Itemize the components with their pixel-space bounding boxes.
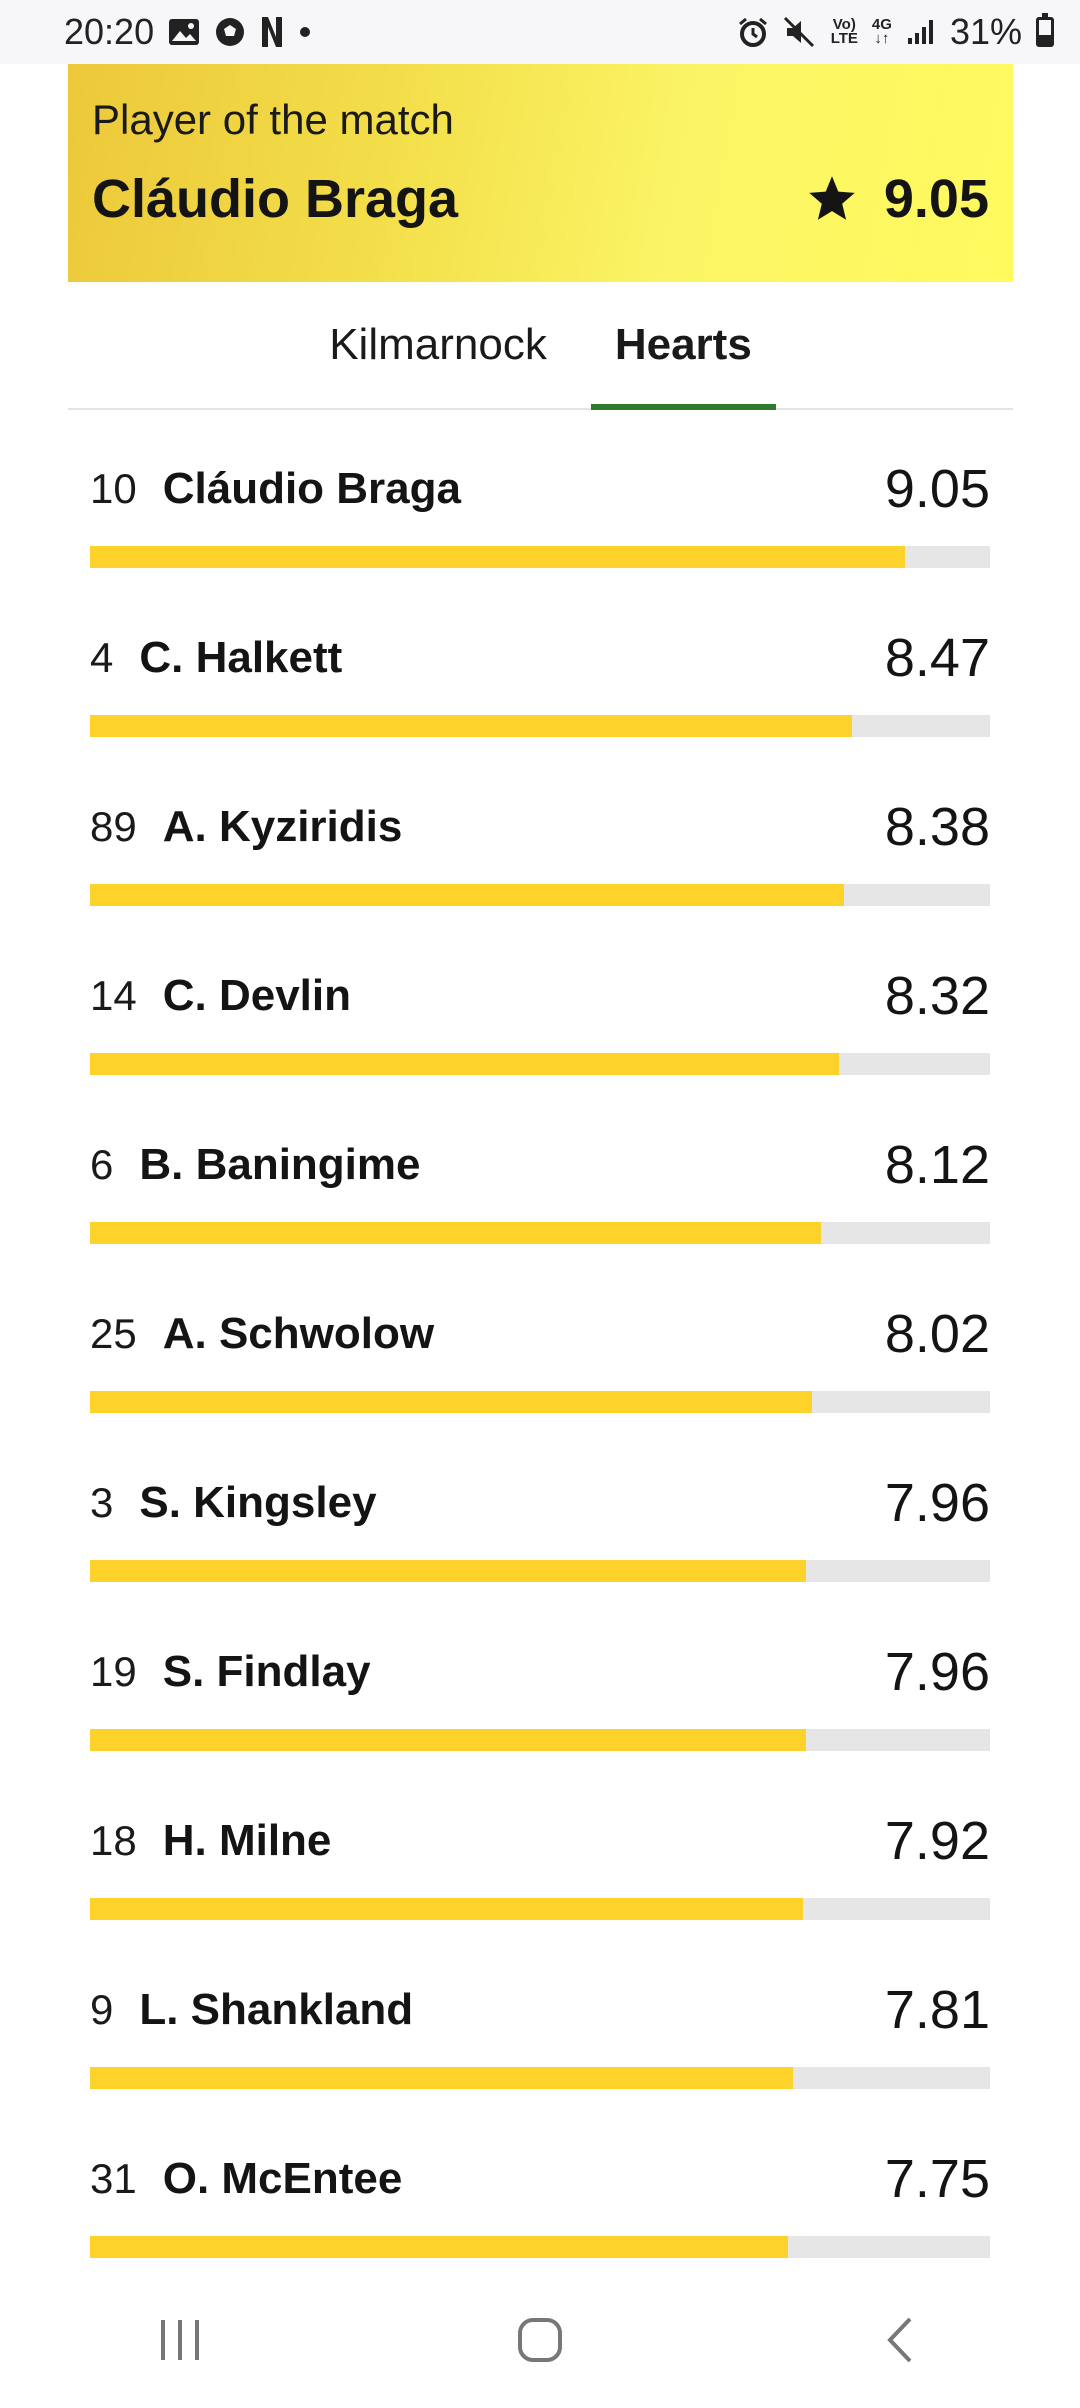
rating-bar-fill bbox=[90, 884, 845, 906]
shirt-number: 25 bbox=[90, 1310, 137, 1357]
player-rating: 8.02 bbox=[884, 1304, 990, 1364]
back-icon bbox=[887, 2317, 912, 2363]
back-button[interactable] bbox=[855, 2295, 945, 2385]
shirt-number: 18 bbox=[90, 1817, 137, 1864]
rating-bar-track bbox=[90, 1729, 990, 1751]
player-name: S. Kingsley bbox=[139, 1478, 377, 1527]
rating-bar-track bbox=[90, 1391, 990, 1413]
shirt-number: 10 bbox=[90, 465, 137, 512]
player-name: O. McEntee bbox=[162, 2154, 403, 2203]
player-rating: 8.12 bbox=[884, 1135, 990, 1195]
player-rating: 8.38 bbox=[884, 797, 990, 857]
rating-bar-fill bbox=[90, 1898, 803, 1920]
mute-icon bbox=[783, 16, 817, 48]
player-name: S. Findlay bbox=[162, 1647, 371, 1696]
rating-bar-track bbox=[90, 2067, 990, 2089]
rating-bar-fill bbox=[90, 1560, 807, 1582]
rating-bar-fill bbox=[90, 1053, 839, 1075]
player-row: 9 L. Shankland 7.81 bbox=[90, 1931, 990, 2100]
shirt-number: 6 bbox=[90, 1141, 114, 1188]
football-icon bbox=[214, 16, 246, 48]
star-icon bbox=[809, 176, 855, 220]
player-row: 14 C. Devlin 8.32 bbox=[90, 917, 990, 1086]
player-row: 19 S. Findlay 7.96 bbox=[90, 1593, 990, 1762]
navigation-bar bbox=[0, 2272, 1080, 2408]
player-row: 6 B. Baningime 8.12 bbox=[90, 1086, 990, 1255]
player-rating: 9.05 bbox=[884, 459, 990, 519]
player-name: A. Schwolow bbox=[162, 1309, 435, 1358]
rating-bar-fill bbox=[90, 1391, 812, 1413]
gallery-icon bbox=[168, 18, 200, 46]
home-icon bbox=[518, 2318, 562, 2362]
rating-bar-fill bbox=[90, 546, 905, 568]
recent-apps-icon bbox=[161, 2320, 199, 2360]
status-time: 20:20 bbox=[64, 11, 155, 52]
rating-bar-track bbox=[90, 715, 990, 737]
rating-bar-track bbox=[90, 1560, 990, 1582]
player-of-the-match-card: Player of the match Cláudio Braga 9.05 bbox=[68, 64, 1013, 282]
shirt-number: 14 bbox=[90, 972, 137, 1019]
rating-bar-track bbox=[90, 1053, 990, 1075]
rating-bar-track bbox=[90, 2236, 990, 2258]
shirt-number: 19 bbox=[90, 1648, 137, 1695]
rating-bar-fill bbox=[90, 2067, 793, 2089]
player-rating: 7.75 bbox=[884, 2149, 990, 2209]
player-rating: 7.96 bbox=[884, 1473, 990, 1533]
network-type-icon: 4G ↓↑ bbox=[871, 16, 892, 47]
shirt-number: 3 bbox=[90, 1479, 114, 1526]
rating-bar-fill bbox=[90, 2236, 788, 2258]
shirt-number: 9 bbox=[90, 1986, 114, 2033]
rating-bar-fill bbox=[90, 1222, 821, 1244]
player-name: B. Baningime bbox=[139, 1140, 421, 1189]
player-name: C. Halkett bbox=[139, 633, 343, 682]
home-button[interactable] bbox=[495, 2295, 585, 2385]
rating-bar-track bbox=[90, 546, 990, 568]
battery-icon bbox=[1036, 13, 1054, 47]
player-row: 31 O. McEntee 7.75 bbox=[90, 2100, 990, 2269]
rating-bar-fill bbox=[90, 1729, 807, 1751]
player-ratings-list: 10 Cláudio Braga 9.05 4 C. Halkett 8.47 89 A. K… bbox=[90, 410, 990, 2269]
rating-bar-track bbox=[90, 1222, 990, 1244]
shirt-number: 89 bbox=[90, 803, 137, 850]
player-row: 3 S. Kingsley 7.96 bbox=[90, 1424, 990, 1593]
tab-hearts[interactable]: Hearts bbox=[590, 282, 776, 410]
player-row: 4 C. Halkett 8.47 bbox=[90, 579, 990, 748]
rating-bar-track bbox=[90, 1898, 990, 1920]
signal-icon bbox=[906, 18, 936, 46]
player-rating: 8.47 bbox=[884, 628, 990, 688]
shirt-number: 31 bbox=[90, 2155, 137, 2202]
player-name: C. Devlin bbox=[162, 971, 351, 1020]
player-row: 10 Cláudio Braga 9.05 bbox=[90, 410, 990, 579]
status-bar: 20:20 Vo) LTE 4G ↓↑ 31% bbox=[0, 0, 1080, 64]
notification-dot-icon bbox=[298, 25, 312, 39]
potm-score: 9.05 bbox=[883, 169, 989, 229]
player-row: 25 A. Schwolow 8.02 bbox=[90, 1255, 990, 1424]
player-name: L. Shankland bbox=[139, 1985, 414, 2034]
player-rating: 7.96 bbox=[884, 1642, 990, 1702]
player-row: 89 A. Kyziridis 8.38 bbox=[90, 748, 990, 917]
player-name: A. Kyziridis bbox=[162, 802, 403, 851]
volte-icon: Vo) LTE bbox=[830, 16, 858, 47]
rating-bar-fill bbox=[90, 715, 853, 737]
player-rating: 7.81 bbox=[884, 1980, 990, 2040]
recent-apps-button[interactable] bbox=[135, 2295, 225, 2385]
player-rating: 8.32 bbox=[884, 966, 990, 1026]
tab-kilmarnock[interactable]: Kilmarnock bbox=[329, 320, 547, 369]
player-rating: 7.92 bbox=[884, 1811, 990, 1871]
player-name: H. Milne bbox=[162, 1816, 332, 1865]
shirt-number: 4 bbox=[90, 634, 114, 681]
netflix-icon bbox=[260, 15, 284, 49]
rating-bar-track bbox=[90, 884, 990, 906]
team-tabs: Kilmarnock Hearts bbox=[68, 282, 1013, 410]
potm-player-name: Cláudio Braga bbox=[92, 169, 459, 229]
player-row: 18 H. Milne 7.92 bbox=[90, 1762, 990, 1931]
alarm-icon bbox=[737, 16, 769, 48]
battery-percent: 31% bbox=[949, 11, 1022, 52]
potm-label: Player of the match bbox=[92, 96, 454, 143]
player-name: Cláudio Braga bbox=[162, 464, 461, 513]
